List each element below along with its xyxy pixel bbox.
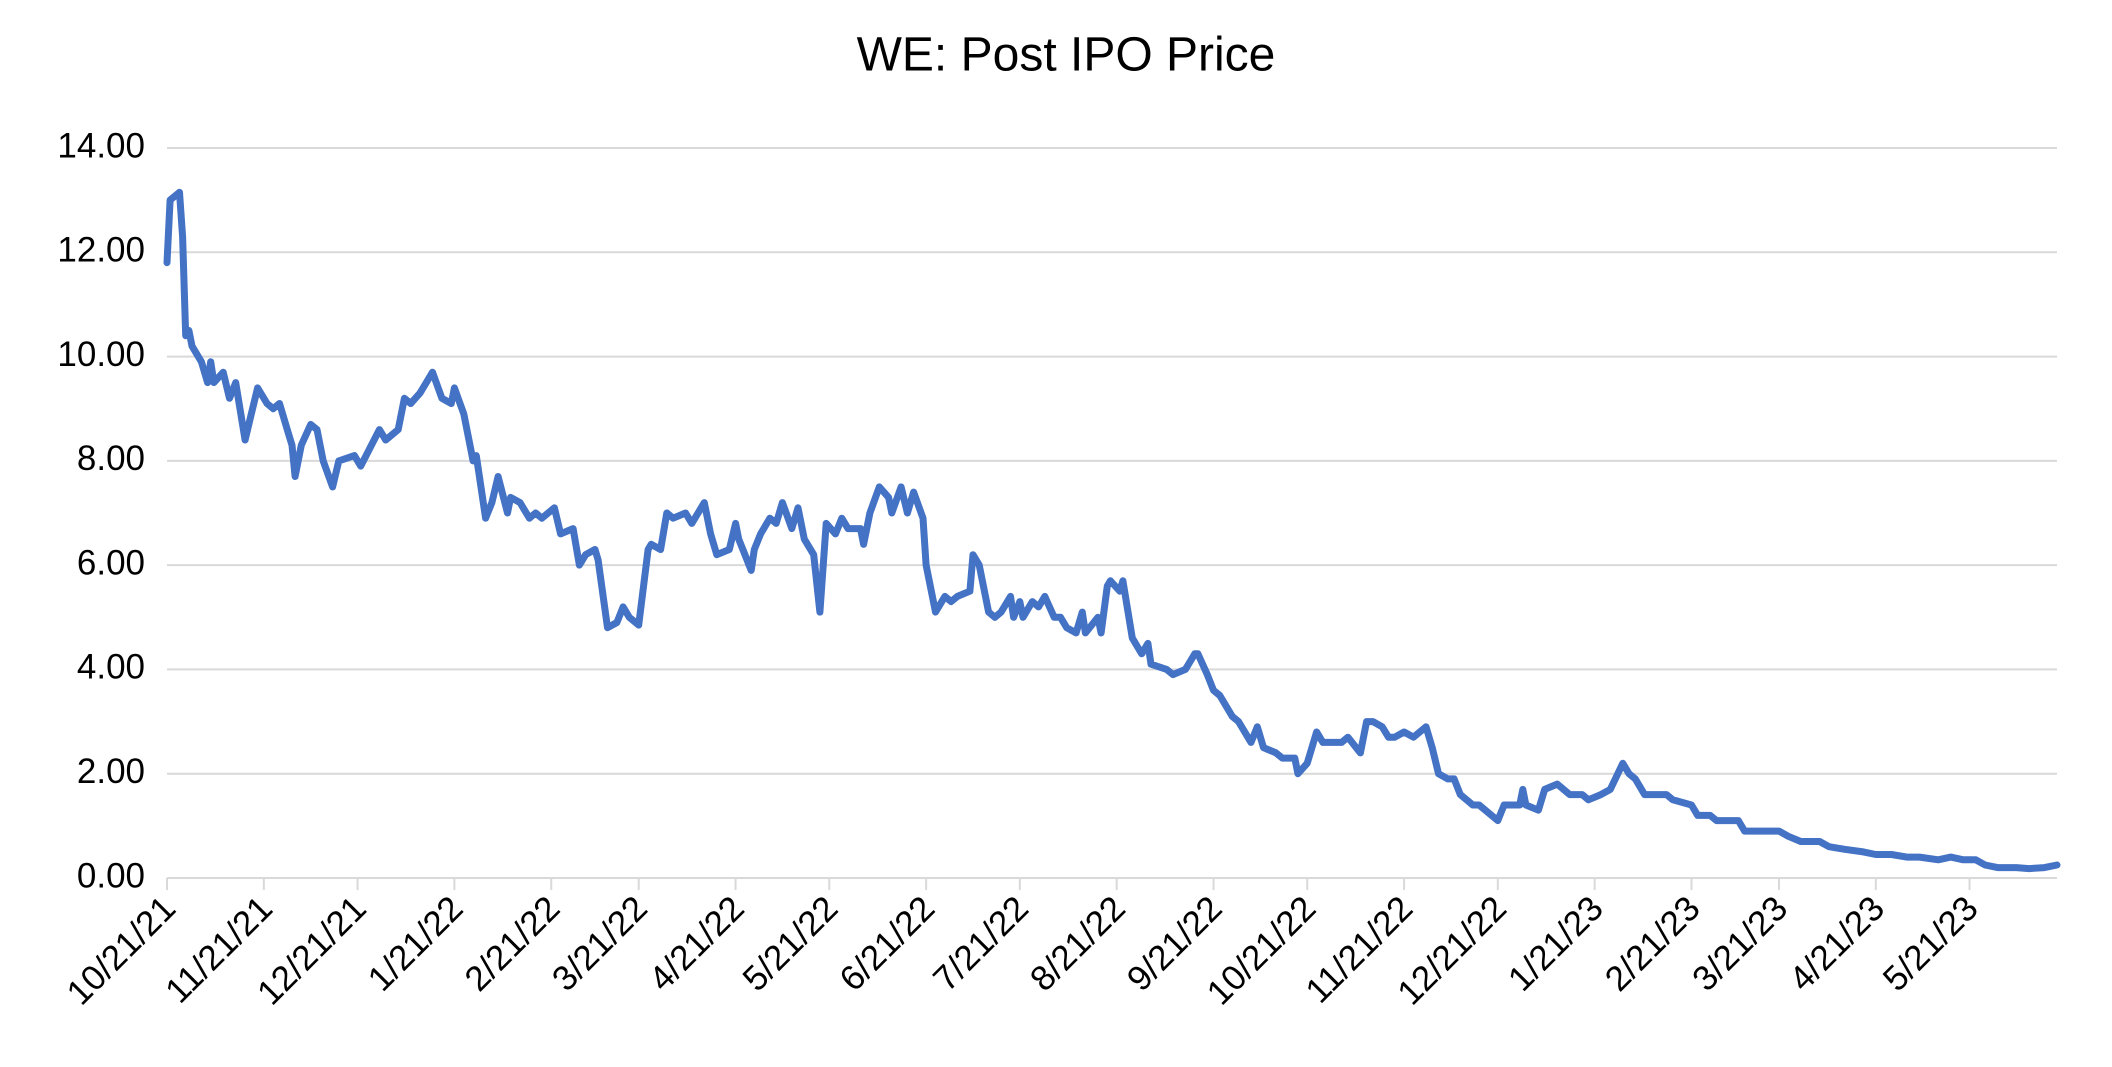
x-tick-label: 2/21/22	[457, 889, 567, 999]
y-tick-label: 8.00	[77, 439, 145, 478]
x-tick-label: 5/21/23	[1876, 889, 1986, 999]
x-tick-label: 10/21/21	[59, 889, 183, 1013]
y-tick-label: 12.00	[57, 231, 145, 270]
x-tick-label: 4/21/23	[1782, 889, 1892, 999]
y-tick-label: 4.00	[77, 648, 145, 687]
chart-title: WE: Post IPO Price	[857, 29, 1276, 82]
x-tick-label: 3/21/22	[545, 889, 655, 999]
x-tick-label: 1/21/23	[1501, 889, 1611, 999]
y-tick-label: 14.00	[57, 126, 145, 165]
price-line	[163, 188, 2061, 873]
x-tick-label: 7/21/22	[926, 889, 1036, 999]
x-tick-label: 6/21/22	[832, 889, 942, 999]
y-tick-label: 6.00	[77, 543, 145, 582]
y-tick-label: 10.00	[57, 335, 145, 374]
x-tick-label: 4/21/22	[642, 889, 752, 999]
x-tick-label: 5/21/22	[735, 889, 845, 999]
x-tick-label: 2/21/23	[1598, 889, 1708, 999]
x-tick-label: 1/21/22	[360, 889, 470, 999]
x-tick-label: 8/21/22	[1023, 889, 1133, 999]
y-tick-label: 0.00	[77, 856, 145, 895]
y-tick-label: 2.00	[77, 752, 145, 791]
x-tick-label: 3/21/23	[1685, 889, 1795, 999]
